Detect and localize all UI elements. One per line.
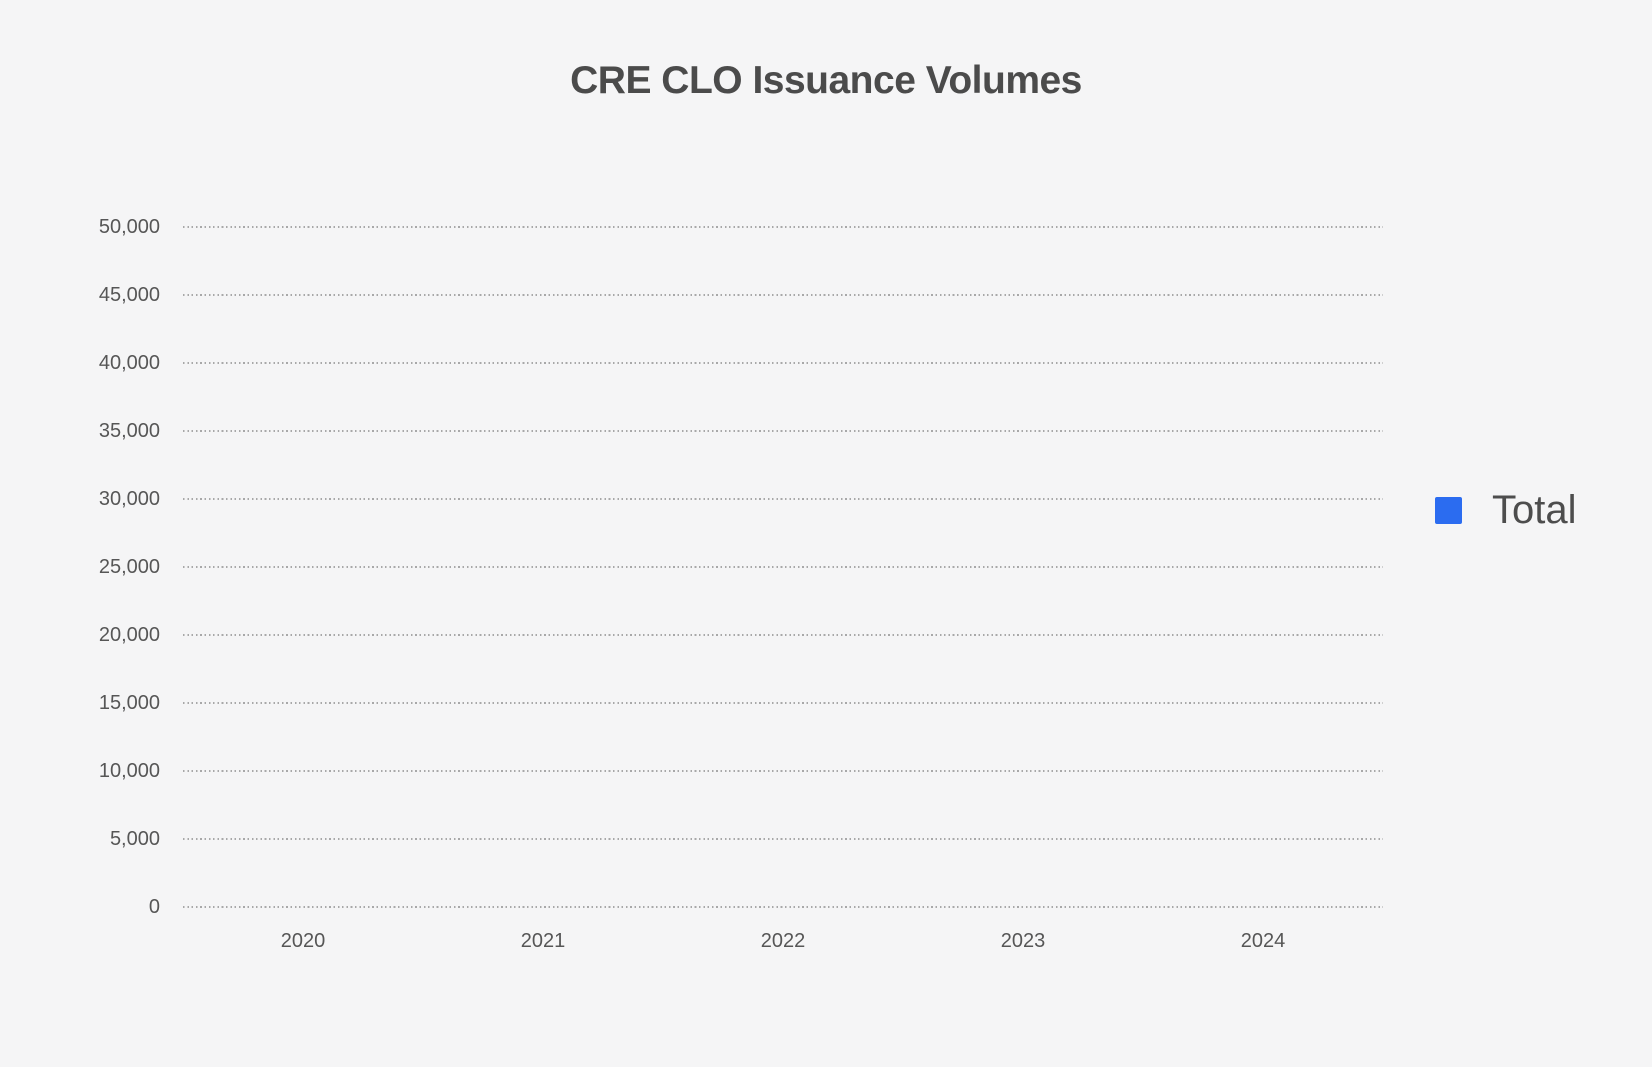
x-axis-label: 2021: [520, 930, 566, 952]
chart-title: CRE CLO Issuance Volumes: [570, 59, 1082, 102]
gridline: [183, 838, 1383, 840]
y-axis-tick-label: 40,000: [98, 352, 160, 374]
y-axis-tick-label: 0: [148, 896, 160, 918]
gridline: [183, 430, 1383, 432]
gridline: [183, 498, 1383, 500]
y-axis-tick-label: 30,000: [98, 488, 160, 510]
legend-swatch: [1435, 496, 1462, 524]
gridline: [183, 634, 1383, 636]
legend: Total: [1435, 490, 1577, 530]
legend-label: Total: [1492, 488, 1577, 532]
gridline: [183, 362, 1383, 364]
y-axis-tick-label: 5,000: [109, 828, 160, 850]
y-axis-tick-label: 45,000: [98, 284, 160, 306]
y-axis-tick-label: 15,000: [98, 692, 160, 714]
gridline: [183, 702, 1383, 704]
gridline: [183, 906, 1383, 908]
x-axis-label: 2024: [1240, 930, 1286, 952]
gridline: [183, 770, 1383, 772]
gridline: [183, 294, 1383, 296]
gridline: [183, 226, 1383, 228]
y-axis-tick-label: 25,000: [98, 556, 160, 578]
x-axis-label: 2022: [760, 930, 806, 952]
x-axis-label: 2023: [1000, 930, 1046, 952]
x-axis-label: 2020: [280, 930, 326, 952]
y-axis-tick-label: 20,000: [98, 624, 160, 646]
y-axis-tick-label: 50,000: [98, 216, 160, 238]
legend-item-total[interactable]: Total: [1435, 490, 1577, 530]
y-axis-tick-label: 35,000: [98, 420, 160, 442]
y-axis-tick-label: 10,000: [98, 760, 160, 782]
gridline: [183, 566, 1383, 568]
